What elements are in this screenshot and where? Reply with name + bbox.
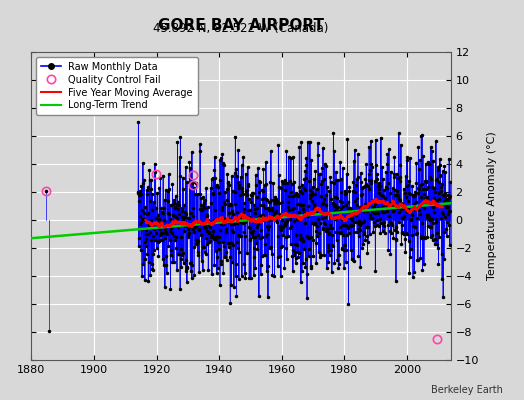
Text: Berkeley Earth: Berkeley Earth [431,385,503,395]
Title: GORE BAY AIRPORT: GORE BAY AIRPORT [158,18,324,33]
Legend: Raw Monthly Data, Quality Control Fail, Five Year Moving Average, Long-Term Tren: Raw Monthly Data, Quality Control Fail, … [36,57,198,115]
Text: 45.892 N, 82.522 W (Canada): 45.892 N, 82.522 W (Canada) [154,22,329,35]
Y-axis label: Temperature Anomaly (°C): Temperature Anomaly (°C) [487,132,497,280]
